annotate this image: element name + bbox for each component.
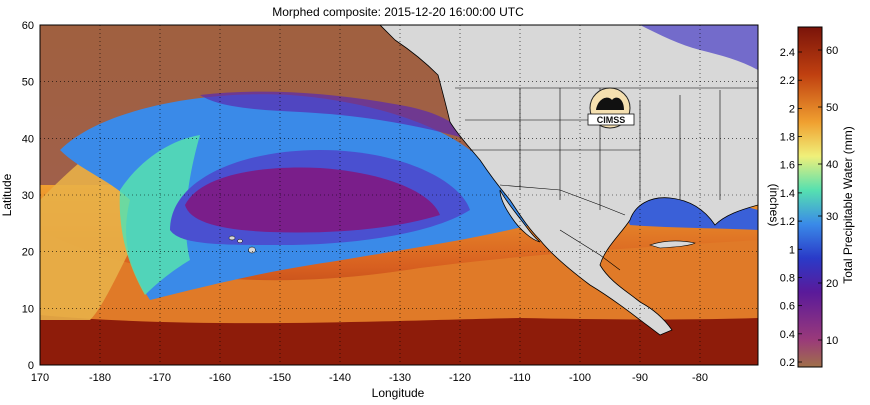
x-tick-label: 170: [31, 372, 49, 384]
map-title: Morphed composite: 2015-12-20 16:00:00 U…: [272, 5, 524, 19]
colorbar-mm-label: 60: [826, 45, 838, 57]
colorbar-inch-label: 1.6: [780, 160, 795, 172]
north-dry-band: [200, 91, 470, 140]
colorbar-inch-ticks: 0.2 0.4 0.6 0.8 1 1.2 1.4 1.6 1.8 2 2.2 2.4: [780, 47, 802, 369]
colorbar-mm-label: 20: [826, 278, 838, 290]
y-tick-label: 30: [22, 190, 34, 202]
colorbar-inch-label: 2.4: [780, 47, 795, 59]
colorbar-tpw-label: Total Precipitable Water (mm): [841, 126, 855, 284]
y-tick-label: 40: [22, 133, 34, 145]
dry-core: [185, 167, 440, 233]
colorbar-mm-label: 50: [826, 102, 838, 114]
y-axis-label: Latitude: [0, 173, 14, 216]
map-frame: [39, 24, 759, 366]
colorbar-inch-label: 0.6: [780, 301, 795, 313]
x-tick-label: -160: [209, 372, 231, 384]
colorbar-gradient: [797, 26, 823, 368]
colorbar-mm-label: 40: [826, 159, 838, 171]
x-tick-label: -140: [329, 372, 351, 384]
colorbar-inch-label: 2.2: [780, 75, 795, 87]
x-tick-label: -180: [89, 372, 111, 384]
y-tick-label: 10: [22, 303, 34, 315]
colorbar-inch-label: 1.4: [780, 188, 795, 200]
x-tick-label: -130: [389, 372, 411, 384]
colorbar-inch-label: 1: [789, 244, 795, 256]
y-axis-ticks: 0 10 20 30 40 50 60: [22, 20, 34, 372]
colorbar-inch-label: 0.8: [780, 272, 795, 284]
map-area: CIMSS: [40, 25, 758, 365]
colorbar: 0.2 0.4 0.6 0.8 1 1.2 1.4 1.6 1.8 2 2.2 2.4 10 20 30 4…: [767, 26, 855, 369]
cimss-logo: CIMSS: [587, 87, 635, 129]
x-tick-label: -80: [692, 372, 708, 384]
colorbar-inch-label: 0.4: [780, 329, 795, 341]
y-tick-label: 60: [22, 20, 34, 32]
x-axis-ticks: 170 -180 -170 -160 -150 -140 -130 -120 -110 -100 -…: [31, 372, 708, 384]
labrador-sea-moisture: [640, 25, 758, 70]
land-cuba: [649, 240, 696, 249]
land-hawaii: [228, 235, 256, 254]
y-tick-label: 20: [22, 247, 34, 259]
x-tick-label: -120: [449, 372, 471, 384]
x-tick-label: -90: [632, 372, 648, 384]
y-tick-label: 50: [22, 77, 34, 89]
x-axis-label: Longitude: [372, 386, 425, 400]
land-north-america: [379, 25, 758, 336]
colorbar-mm-label: 10: [826, 335, 838, 347]
equatorial-band: [40, 315, 758, 365]
moisture-swirl-cyan: [119, 135, 200, 295]
x-tick-label: -150: [269, 372, 291, 384]
y-tick-label: 0: [28, 360, 34, 372]
colorbar-inches-label: (inches): [767, 184, 781, 227]
colorbar-inch-label: 0.2: [780, 357, 795, 369]
x-tick-label: -100: [569, 372, 591, 384]
land-baja: [499, 189, 541, 243]
cimss-logo-text: CIMSS: [597, 115, 626, 125]
x-tick-label: -170: [149, 372, 171, 384]
colorbar-mm-label: 30: [826, 211, 838, 223]
x-tick-label: -110: [509, 372, 530, 384]
map-grid: [40, 25, 758, 365]
colorbar-inch-label: 1.8: [780, 132, 795, 144]
colorbar-inch-label: 2: [789, 103, 795, 115]
colorbar-mm-ticks: 10 20 30 40 50 60: [818, 45, 838, 347]
colorbar-inch-label: 1.2: [780, 216, 795, 228]
